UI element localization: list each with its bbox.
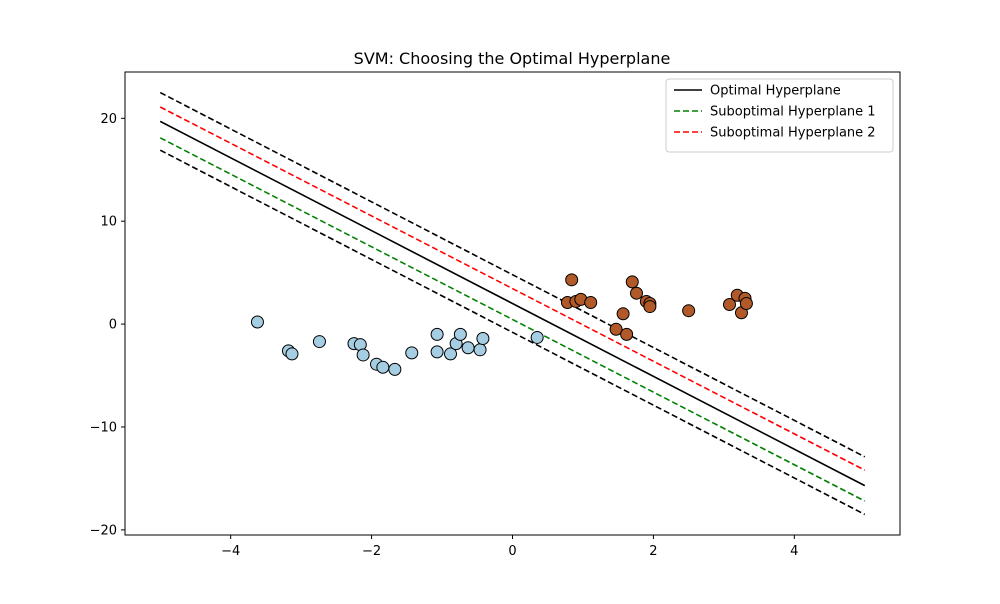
data-point-class-1 (444, 347, 457, 361)
data-point-class-1 (430, 327, 444, 341)
data-point-class-2 (609, 322, 623, 336)
data-point-class-1 (476, 331, 490, 345)
legend-label: Suboptimal Hyperplane 2 (710, 126, 876, 141)
data-point-class-2 (620, 327, 634, 341)
data-point-class-1 (430, 345, 444, 359)
x-tick-label: 4 (790, 544, 798, 559)
data-point-class-2 (723, 298, 736, 312)
hyperplane-line-1 (159, 120, 866, 487)
data-point-class-2 (616, 307, 630, 321)
data-point-class-1 (405, 346, 419, 360)
data-point-class-1 (461, 341, 475, 355)
data-point-class-1 (285, 347, 299, 361)
y-tick-label: 0 (109, 318, 117, 333)
data-point-class-1 (356, 348, 370, 362)
data-point-class-2 (682, 304, 696, 318)
x-tick-label: 2 (649, 544, 657, 559)
data-point-class-1 (453, 327, 467, 341)
data-point-class-2 (643, 300, 657, 314)
margin-line-4 (159, 91, 866, 458)
x-tick-label: −4 (221, 544, 240, 559)
y-tick-label: −20 (90, 523, 117, 538)
chart-title: SVM: Choosing the Optimal Hyperplane (354, 49, 671, 68)
hyperplane-line-3 (159, 106, 866, 471)
y-axis: −20 −10 0 10 20 (90, 112, 125, 538)
legend-box (665, 78, 894, 153)
data-point-class-2 (630, 286, 643, 300)
hyperplane-lines (159, 91, 866, 516)
y-tick-label: 10 (100, 215, 117, 230)
data-point-class-2 (739, 297, 753, 310)
data-point-class-2 (565, 273, 579, 287)
hyperplane-line-2 (159, 137, 866, 502)
data-point-class-2 (584, 295, 598, 309)
data-point-class-1 (376, 360, 390, 374)
data-point-class-1 (250, 315, 264, 329)
legend-label: Suboptimal Hyperplane 1 (710, 105, 876, 120)
legend-label: Optimal Hyperplane (710, 84, 841, 99)
data-point-class-2 (625, 275, 639, 289)
data-point-class-1 (312, 335, 326, 349)
y-tick-label: 20 (100, 112, 117, 127)
scatter-points (250, 273, 753, 376)
data-point-class-1 (473, 343, 487, 357)
data-point-class-1 (530, 330, 544, 344)
x-tick-label: −2 (362, 544, 381, 559)
x-tick-label: 0 (508, 544, 516, 559)
margin-line-5 (159, 149, 866, 516)
data-point-class-1 (388, 362, 402, 376)
y-tick-label: −10 (90, 420, 117, 435)
x-axis: −4 −2 0 2 4 (221, 535, 798, 559)
legend: Optimal Hyperplane Suboptimal Hyperplane … (665, 78, 894, 153)
